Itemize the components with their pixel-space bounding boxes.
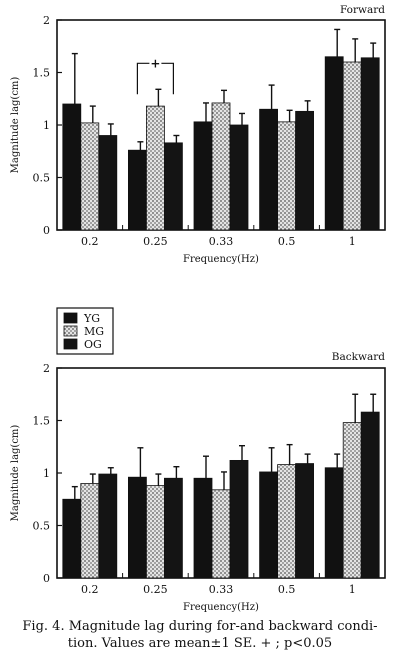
bar-OG-1: [360, 411, 380, 579]
bar-YG-1: [324, 467, 344, 579]
bar-YG-0.2: [62, 498, 82, 579]
y-tick-label: 2: [43, 362, 50, 375]
bar-MG-0.5: [277, 121, 297, 231]
bar-YG-0.33: [193, 477, 213, 579]
bar-YG-1: [324, 56, 344, 231]
bar-MG-0.5: [277, 464, 297, 579]
legend-swatch-OG: [63, 338, 78, 350]
bar-OG-0.25: [163, 477, 183, 579]
bar-YG-0.25: [127, 149, 147, 231]
y-tick-label: 0: [43, 572, 50, 585]
x-tick-label: 0.2: [81, 583, 99, 596]
x-tick-label: 0.25: [143, 235, 168, 248]
x-tick-label: 0.5: [278, 583, 296, 596]
forward-chart: 0 0.5 1 1.5 2 Magnitude lag(cm) Frequency(Hz) F…: [10, 4, 386, 265]
bar-MG-0.2: [80, 122, 100, 231]
y-tick-label: 1: [43, 119, 50, 132]
x-tick-label: 0.5: [278, 235, 296, 248]
bar-YG-0.5: [259, 108, 279, 231]
x-tick-label: 0.25: [143, 583, 168, 596]
bar-YG-0.2: [62, 103, 82, 231]
bar-MG-0.25: [145, 105, 165, 231]
bar-YG-0.25: [127, 476, 147, 579]
y-tick-label: 0: [43, 224, 50, 237]
y-axis-label: Magnitude lag(cm): [10, 425, 21, 522]
y-tick-label: 1.5: [33, 67, 51, 80]
x-axis-label: Frequency(Hz): [183, 602, 259, 613]
chart-title: Forward: [340, 4, 385, 16]
x-tick-label: 0.2: [81, 235, 99, 248]
bar-OG-0.2: [98, 473, 118, 579]
x-tick-label: 1: [349, 583, 356, 596]
legend-swatch-YG: [63, 312, 78, 324]
bar-OG-1: [360, 57, 380, 231]
bar-MG-1: [342, 422, 362, 579]
figure-caption-line-2: tion. Values are mean±1 SE. + ; p<0.05: [67, 636, 333, 651]
bar-MG-0.33: [211, 489, 231, 579]
y-tick-label: 2: [43, 14, 50, 27]
bar-OG-0.5: [295, 463, 315, 579]
y-tick-label: 0.5: [33, 172, 51, 185]
bar-MG-0.2: [80, 483, 100, 579]
backward-chart: 0 0.5 1 1.5 2 Magnitude lag(cm) Frequency(Hz) B…: [10, 351, 386, 613]
significance-mask: [149, 57, 162, 70]
x-tick-label: 0.33: [209, 235, 234, 248]
legend-label-MG: MG: [84, 325, 104, 338]
figure-caption-line-1: Fig. 4. Magnitude lag during for-and bac…: [22, 619, 378, 634]
legend-label-OG: OG: [84, 338, 102, 351]
legend-swatch-MG: [63, 325, 78, 337]
bar-MG-0.33: [211, 102, 231, 231]
x-axis-label: Frequency(Hz): [183, 254, 259, 265]
legend-label-YG: YG: [83, 312, 100, 325]
significance-marker: +: [150, 56, 160, 70]
bar-OG-0.2: [98, 135, 118, 231]
bar-OG-0.33: [229, 124, 249, 231]
bar-MG-1: [342, 61, 362, 231]
bar-OG-0.5: [295, 110, 315, 231]
y-tick-label: 1.5: [33, 415, 51, 428]
bar-OG-0.33: [229, 459, 249, 579]
bar-OG-0.25: [163, 142, 183, 231]
y-tick-label: 1: [43, 467, 50, 480]
bar-YG-0.5: [259, 471, 279, 579]
bar-YG-0.33: [193, 121, 213, 231]
bar-MG-0.25: [145, 485, 165, 579]
y-axis-label: Magnitude lag(cm): [10, 77, 21, 174]
chart-title: Backward: [332, 351, 385, 363]
y-tick-label: 0.5: [33, 520, 51, 533]
x-tick-label: 1: [349, 235, 356, 248]
x-tick-label: 0.33: [209, 583, 234, 596]
